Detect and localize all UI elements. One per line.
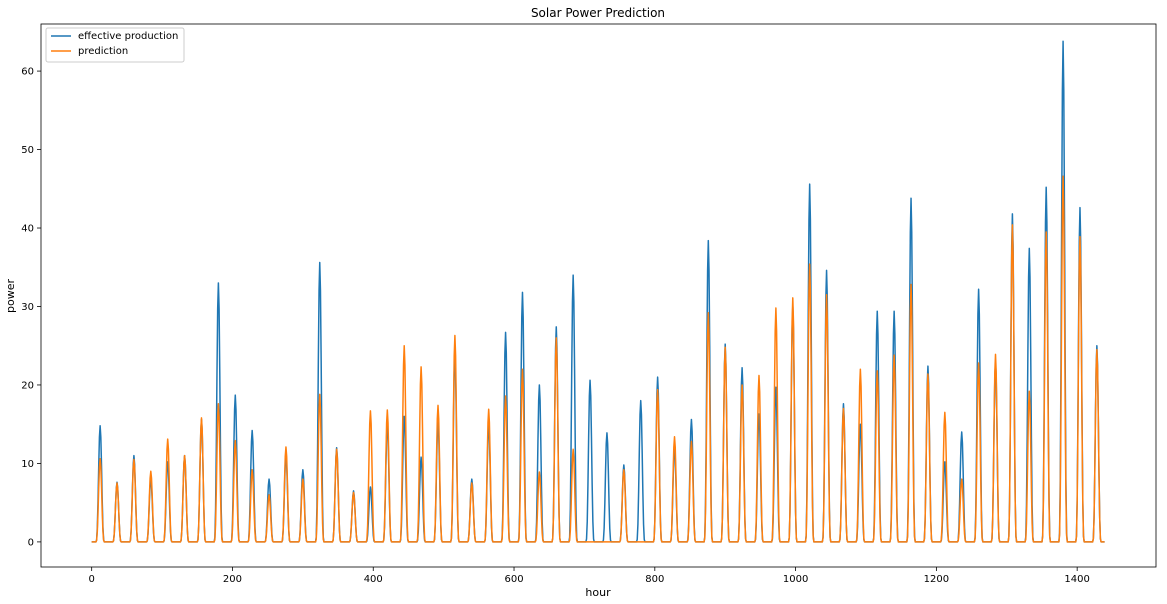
plot-frame — [40, 23, 1157, 568]
series-line-prediction — [91, 175, 1105, 543]
y-tick-label: 10 — [21, 459, 34, 470]
x-tick-label: 0 — [88, 574, 94, 585]
x-tick-label: 800 — [645, 574, 664, 585]
x-tick-label: 1400 — [1064, 574, 1089, 585]
x-tick-label: 200 — [223, 574, 242, 585]
x-tick-label: 1200 — [924, 574, 949, 585]
x-tick-label: 600 — [504, 574, 523, 585]
y-tick-label: 20 — [21, 380, 34, 391]
x-tick-label: 1000 — [783, 574, 808, 585]
y-axis-ticks: 0 10 20 30 40 50 60 — [21, 67, 41, 548]
chart-title: Solar Power Prediction — [531, 6, 665, 20]
y-tick-label: 30 — [21, 302, 34, 313]
y-tick-label: 0 — [28, 537, 34, 548]
x-tick-label: 400 — [364, 574, 383, 585]
y-tick-label: 40 — [21, 224, 34, 235]
series-line-effective-production — [91, 40, 1105, 543]
legend-label-prediction: prediction — [78, 46, 128, 57]
y-tick-label: 50 — [21, 145, 34, 156]
legend-label-effective-production: effective production — [78, 31, 178, 42]
y-axis-label: power — [4, 279, 17, 313]
x-axis-ticks: 0 200 400 600 800 1000 1200 1400 — [88, 567, 1090, 585]
legend: effective production prediction — [45, 27, 185, 63]
series-layer — [91, 40, 1105, 543]
x-axis-label: hour — [585, 586, 611, 599]
legend-box — [45, 27, 185, 63]
y-tick-label: 60 — [21, 67, 34, 78]
